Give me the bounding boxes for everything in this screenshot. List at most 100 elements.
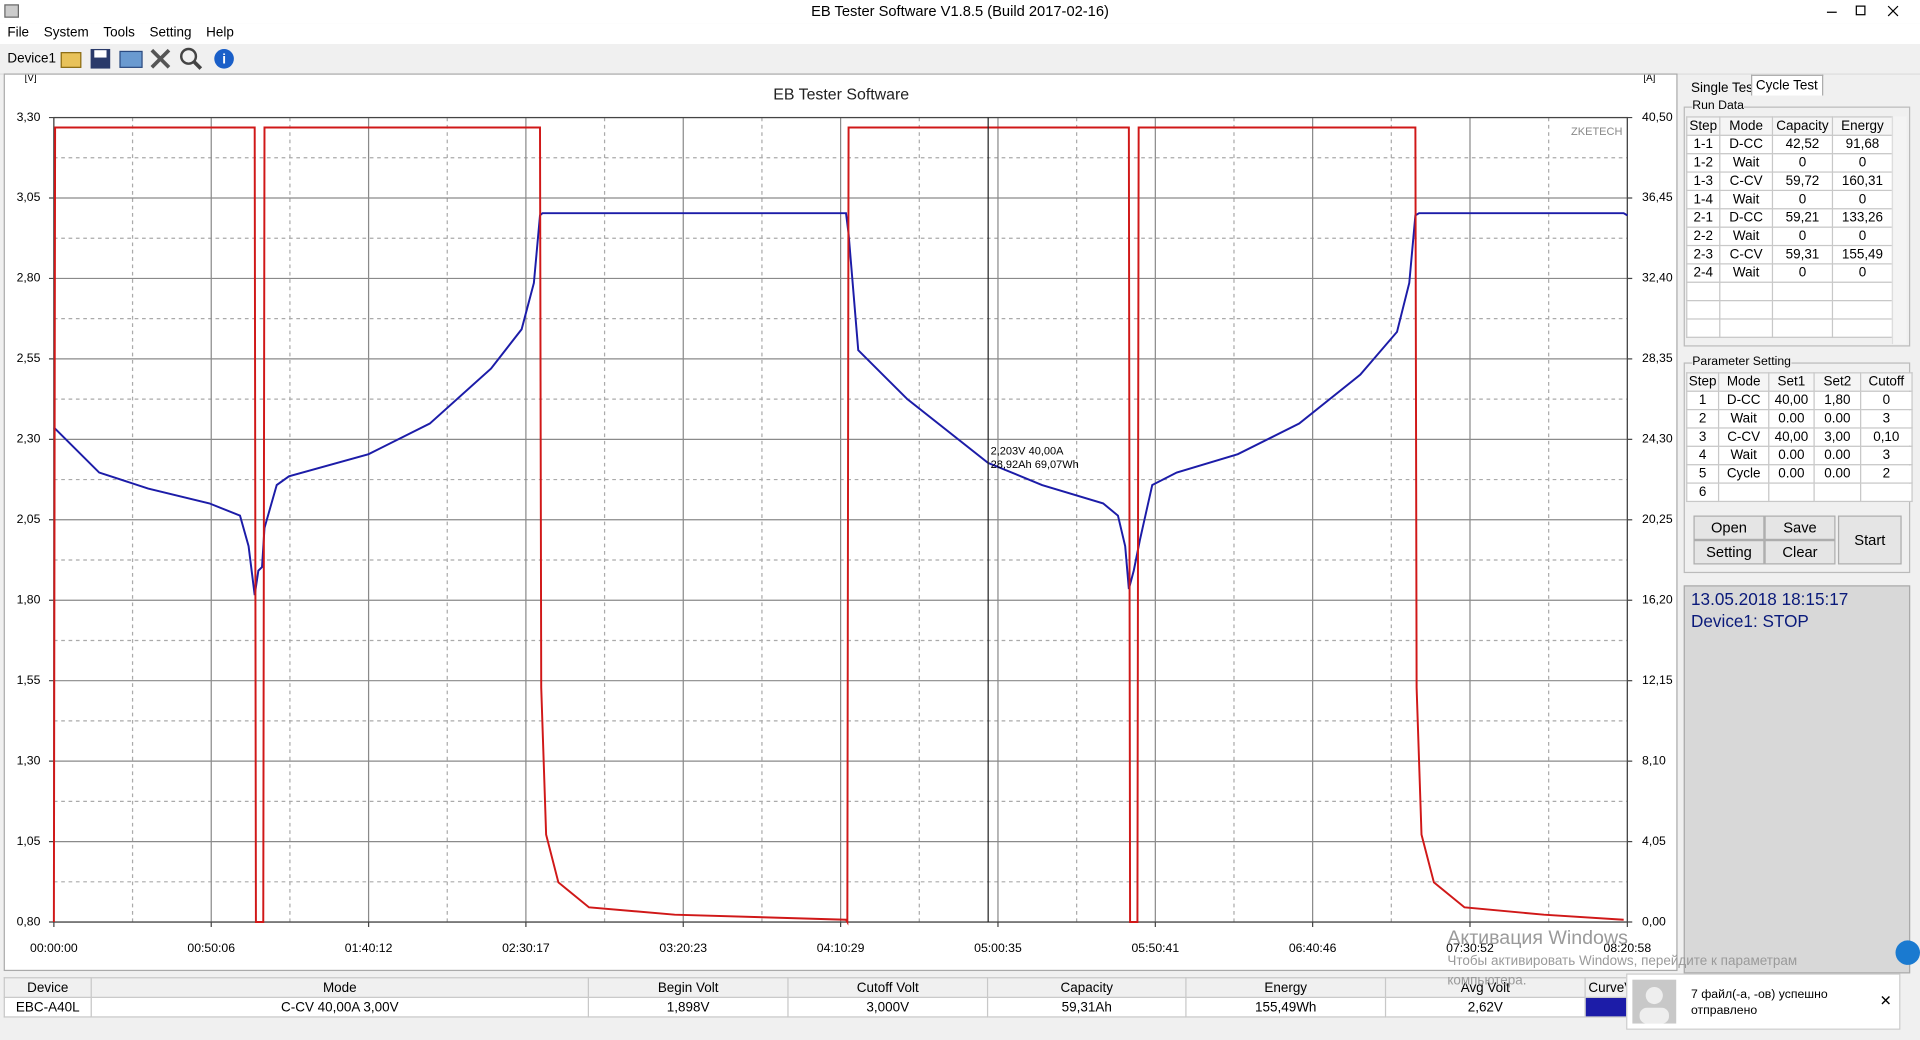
toolbar-icons[interactable]: i bbox=[56, 45, 240, 72]
table-cell: 2,62V bbox=[1384, 996, 1586, 1018]
y-tick-label: 2,80 bbox=[17, 271, 41, 285]
y-tick-label: 2,30 bbox=[17, 432, 41, 446]
table-cell: 0.00 bbox=[1813, 464, 1862, 484]
scrollbar[interactable] bbox=[1891, 116, 1907, 345]
table-cell: 0.00 bbox=[1768, 408, 1815, 429]
table-cell: 1-3 bbox=[1686, 171, 1721, 192]
menu-item[interactable]: Setting bbox=[149, 25, 192, 41]
column-header: Avg Volt bbox=[1384, 977, 1586, 998]
table-cell: 0 bbox=[1771, 263, 1834, 283]
notification[interactable]: 7 файл(-а, -ов) успешно отправлено ✕ bbox=[1626, 973, 1901, 1030]
window-controls[interactable] bbox=[1812, 0, 1920, 23]
table-cell: 2 bbox=[1686, 408, 1720, 429]
table-cell bbox=[1831, 281, 1894, 302]
column-header: CurveV bbox=[1584, 977, 1638, 998]
table-row: 1-1 D-CC 42,52 91,68 bbox=[1686, 134, 1894, 155]
x-tick-label: 00:00:00 bbox=[30, 941, 78, 955]
column-header: Energy bbox=[1185, 977, 1387, 998]
table-row: 1-2 Wait 0 0 bbox=[1686, 153, 1894, 173]
column-header: Step bbox=[1686, 372, 1720, 392]
table-cell: 1 bbox=[1686, 390, 1720, 411]
y2-tick-label: 4,05 bbox=[1642, 834, 1666, 848]
y2-tick-label: 40,50 bbox=[1642, 110, 1673, 124]
table-cell: EBC-A40L bbox=[3, 996, 92, 1018]
table-cell: 3 bbox=[1860, 408, 1913, 429]
chart-title: EB Tester Software bbox=[773, 87, 909, 104]
side-panel: Single Test Cycle Test Run Data Step Mode… bbox=[1681, 73, 1916, 974]
run-data-table: Step Mode Capacity Energy 1-1 D-CC 42,52 91,68 1… bbox=[1686, 116, 1894, 338]
table-cell: 40,00 bbox=[1768, 390, 1815, 411]
table-cell: 0 bbox=[1831, 189, 1894, 210]
y-tick-label: 1,30 bbox=[17, 753, 41, 767]
tab[interactable]: Single Test bbox=[1687, 78, 1761, 98]
save-button[interactable]: Save bbox=[1764, 515, 1836, 541]
tray-icon[interactable] bbox=[1895, 940, 1920, 965]
app-icon bbox=[4, 4, 19, 18]
column-header: Begin Volt bbox=[587, 977, 789, 998]
table-cell: 0 bbox=[1860, 390, 1913, 411]
parameter-group: Parameter Setting Step Mode Set1 Set2 Cutoff… bbox=[1683, 355, 1913, 574]
y2-tick-label: 20,25 bbox=[1642, 512, 1673, 526]
y2-tick-label: 36,45 bbox=[1642, 190, 1673, 204]
status-device: Device1: STOP bbox=[1691, 611, 1809, 631]
x-tick-label: 06:40:46 bbox=[1289, 941, 1337, 955]
table-cell: D-CC bbox=[1719, 134, 1774, 155]
table-row: 1-4 Wait 0 0 bbox=[1686, 189, 1894, 210]
table-cell: Wait bbox=[1717, 408, 1770, 429]
table-row bbox=[1686, 281, 1894, 302]
window-title: EB Tester Software V1.8.5 (Build 2017-02… bbox=[811, 2, 1109, 20]
y2-tick-label: 32,40 bbox=[1642, 271, 1673, 285]
close-icon[interactable]: ✕ bbox=[1879, 991, 1892, 1009]
table-cell bbox=[1719, 300, 1774, 320]
column-header: Cutoff Volt bbox=[787, 977, 989, 998]
y2-tick-label: 0,00 bbox=[1642, 914, 1666, 928]
table-cell: Wait bbox=[1719, 226, 1774, 247]
cursor-annotation: 28,92Ah 69,07Wh bbox=[991, 459, 1079, 471]
curve-color bbox=[1584, 996, 1638, 1018]
table-row: 2-3 C-CV 59,31 155,49 bbox=[1686, 244, 1894, 265]
column-header: Mode bbox=[90, 977, 589, 998]
y-tick-label: 2,05 bbox=[17, 512, 41, 526]
table-cell: 160,31 bbox=[1831, 171, 1894, 192]
table-cell: 0.00 bbox=[1813, 445, 1862, 466]
menu-item[interactable]: System bbox=[43, 25, 89, 41]
column-header: Capacity bbox=[986, 977, 1187, 998]
table-cell bbox=[1860, 482, 1913, 503]
y2-tick-label: 24,30 bbox=[1642, 432, 1673, 446]
table-cell: D-CC bbox=[1719, 208, 1774, 228]
x-tick-label: 05:50:41 bbox=[1132, 941, 1180, 955]
y-tick-label: 0,80 bbox=[17, 914, 41, 928]
column-header: Cutoff bbox=[1860, 372, 1913, 392]
tab-active[interactable]: Cycle Test bbox=[1751, 74, 1823, 96]
column-header: Mode bbox=[1717, 372, 1770, 392]
table-row: 2 Wait 0.00 0.00 3 bbox=[1686, 408, 1913, 429]
menu-item[interactable]: File bbox=[7, 25, 30, 41]
x-tick-label: 05:00:35 bbox=[974, 941, 1022, 955]
table-row: 3 C-CV 40,00 3,00 0,10 bbox=[1686, 427, 1913, 447]
menu-item[interactable]: Tools bbox=[103, 25, 135, 41]
title-bar: EB Tester Software V1.8.5 (Build 2017-02… bbox=[0, 0, 1920, 24]
y2-tick-label: 28,35 bbox=[1642, 351, 1673, 365]
column-header: Device bbox=[3, 977, 92, 998]
setting-button[interactable]: Setting bbox=[1693, 540, 1765, 565]
table-cell: 6 bbox=[1686, 482, 1720, 503]
menu-bar: File System Tools Setting Help bbox=[0, 23, 1920, 45]
table-row: EBC-A40L C-CV 40,00A 3,00V 1,898V 3,000V 59,… bbox=[3, 996, 1638, 1018]
table-cell bbox=[1717, 482, 1770, 503]
table-cell: Cycle bbox=[1717, 464, 1770, 484]
table-cell: 3 bbox=[1860, 445, 1913, 466]
x-tick-label: 00:50:06 bbox=[187, 941, 235, 955]
y2-tick-label: 12,15 bbox=[1642, 673, 1673, 687]
table-cell: 91,68 bbox=[1831, 134, 1894, 155]
start-button[interactable]: Start bbox=[1837, 515, 1902, 565]
table-cell: 40,00 bbox=[1768, 427, 1815, 447]
watermark: ZKETECH bbox=[1571, 126, 1622, 138]
table-row: 5 Cycle 0.00 0.00 2 bbox=[1686, 464, 1913, 484]
open-button[interactable]: Open bbox=[1693, 515, 1765, 541]
activation-text: Чтобы активировать Windows, перейдите к … bbox=[1447, 953, 1798, 969]
menu-item[interactable]: Help bbox=[206, 25, 234, 41]
table-cell: 155,49 bbox=[1831, 244, 1894, 265]
table-cell: 2-3 bbox=[1686, 244, 1721, 265]
clear-button[interactable]: Clear bbox=[1764, 540, 1836, 565]
